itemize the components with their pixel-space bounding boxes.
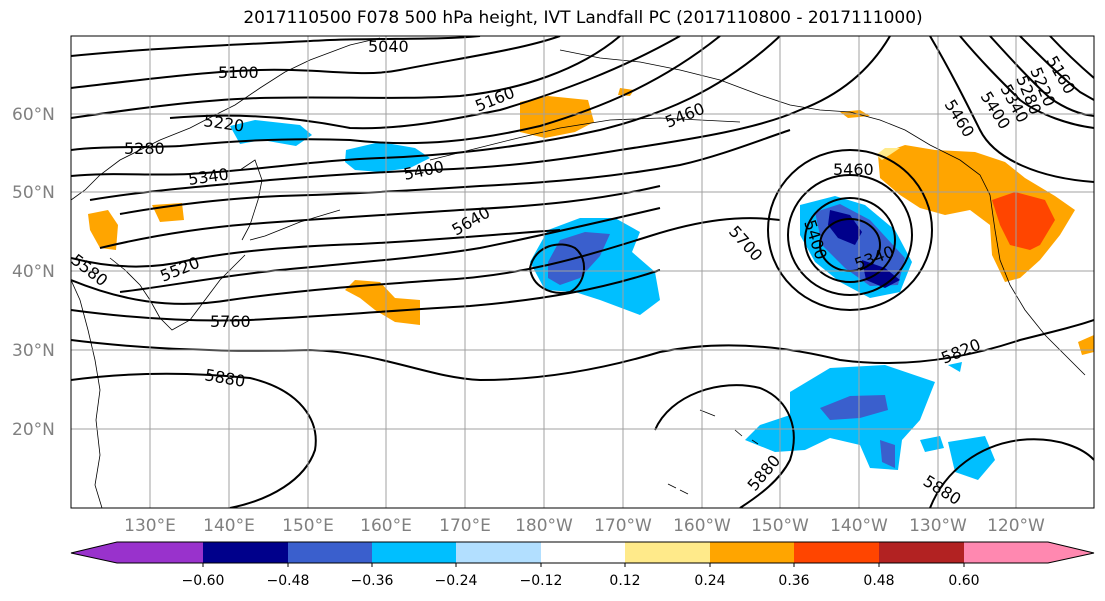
contour-5880-far-east (929, 438, 1094, 508)
low-ring-2 (804, 197, 896, 283)
contour-5520 (99, 185, 661, 249)
colorbar-seg (794, 542, 879, 563)
latitude-labels: 60°N 50°N 40°N 30°N 20°N (12, 105, 55, 440)
lat-label: 50°N (12, 183, 55, 203)
neg-area-gulf-dark (828, 210, 862, 245)
colorbar-seg (964, 542, 1048, 563)
colorbar-seg (879, 542, 964, 563)
lon-label: 140°W (830, 516, 888, 536)
lon-label: 130°W (909, 516, 967, 536)
contour-5340 (71, 36, 781, 177)
pos-area-west (88, 210, 118, 250)
map-frame (70, 35, 1095, 509)
lon-label: 130°E (124, 516, 176, 536)
colorbar-seg (288, 542, 372, 563)
coast-kuril (249, 209, 341, 241)
coast-alaska (559, 49, 1086, 376)
contour-ne-3 (1019, 36, 1094, 101)
contour-5220 (169, 36, 681, 130)
contour-5880-east (654, 384, 795, 508)
pos-area-bering (520, 96, 594, 138)
contour-label: 5460 (833, 160, 874, 179)
lon-label: 170°E (439, 516, 491, 536)
colorbar-tick-label: 0.60 (948, 573, 979, 589)
low-ring-4 (767, 149, 933, 311)
height-contours (71, 36, 1094, 508)
coast-korea-japan (109, 254, 246, 331)
coastlines (71, 37, 1086, 508)
hawaii-islands (667, 409, 759, 495)
lat-label: 20°N (12, 420, 55, 440)
contour-5280 (71, 36, 721, 151)
colorbar-ticks (202, 563, 965, 567)
colorbar-seg (203, 542, 288, 563)
contour-5640 (119, 207, 661, 293)
contour-label: 5100 (218, 63, 259, 82)
colorbar-tick-label: 0.36 (778, 573, 809, 589)
neg-area-hawaii-dark (820, 395, 888, 420)
colorbar-seg (625, 542, 710, 563)
colorbar-tick-label: 0.48 (863, 573, 894, 589)
colorbar-tick-label: −0.36 (351, 573, 394, 589)
longitude-labels: 130°E 140°E 150°E 160°E 170°E 180°W 170°… (124, 516, 1045, 536)
colorbar-seg (710, 542, 794, 563)
lon-label: 150°E (282, 516, 334, 536)
colorbar-tick-label: −0.12 (520, 573, 563, 589)
colorbar-seg (71, 542, 117, 563)
colorbar-outline (70, 541, 1095, 564)
lon-label: 160°E (360, 516, 412, 536)
coast-asia (71, 37, 381, 201)
contour-5760 (71, 269, 661, 322)
contour-5100 (71, 36, 561, 89)
colorbar-tick-label: 0.24 (694, 573, 725, 589)
colorbar-seg (117, 542, 203, 563)
contour-5700 (71, 217, 781, 305)
colorbar-seg (372, 542, 456, 563)
coast-kamchatka (239, 159, 263, 241)
pos-area-midpac (345, 280, 420, 325)
colorbar-tick-label: −0.48 (267, 573, 310, 589)
colorbar-seg (456, 542, 541, 563)
contour-ne-5 (929, 36, 1094, 183)
graticule (71, 36, 1094, 508)
colorbar-tick-label: −0.24 (435, 573, 478, 589)
contour-5580 (71, 229, 561, 268)
lon-label: 170°W (594, 516, 652, 536)
lon-label: 120°W (987, 516, 1045, 536)
low-ring-3 (787, 174, 913, 296)
contour-5400 (89, 36, 891, 201)
lon-label: 150°W (751, 516, 809, 536)
contour-ne-4 (1049, 36, 1094, 79)
neg-area-small (948, 362, 962, 372)
colorbar: −0.60 −0.48 −0.36 −0.24 −0.12 0.12 0.24 … (70, 541, 1095, 589)
neg-area-hawaii-dark2 (880, 440, 895, 468)
contour-5160 (71, 36, 621, 119)
ivt-shading (88, 88, 1094, 480)
contour-label: 5760 (210, 312, 251, 331)
contour-5040 (71, 36, 481, 57)
lat-label: 40°N (12, 262, 55, 282)
colorbar-tick-label: −0.60 (182, 573, 225, 589)
colorbar-seg (1048, 542, 1094, 563)
contour-5880-west (71, 372, 317, 508)
map-title: 2017110500 F078 500 hPa height, IVT Land… (243, 8, 923, 28)
lon-label: 180°W (515, 516, 573, 536)
coast-china (71, 279, 103, 508)
lat-label: 30°N (12, 341, 55, 361)
contour-5460 (119, 129, 791, 215)
pos-area-coast-red (992, 192, 1055, 250)
colorbar-seg (541, 542, 625, 563)
pos-area-bering-small (618, 88, 634, 96)
contour-ne-1 (959, 36, 1094, 129)
colorbar-tick-label: 0.12 (609, 573, 640, 589)
lon-label: 160°W (673, 516, 731, 536)
contour-label: 5280 (124, 139, 165, 158)
lon-label: 140°E (203, 516, 255, 536)
lat-label: 60°N (12, 105, 55, 125)
coast-aleutian (429, 117, 741, 161)
contour-label: 5040 (368, 37, 409, 56)
